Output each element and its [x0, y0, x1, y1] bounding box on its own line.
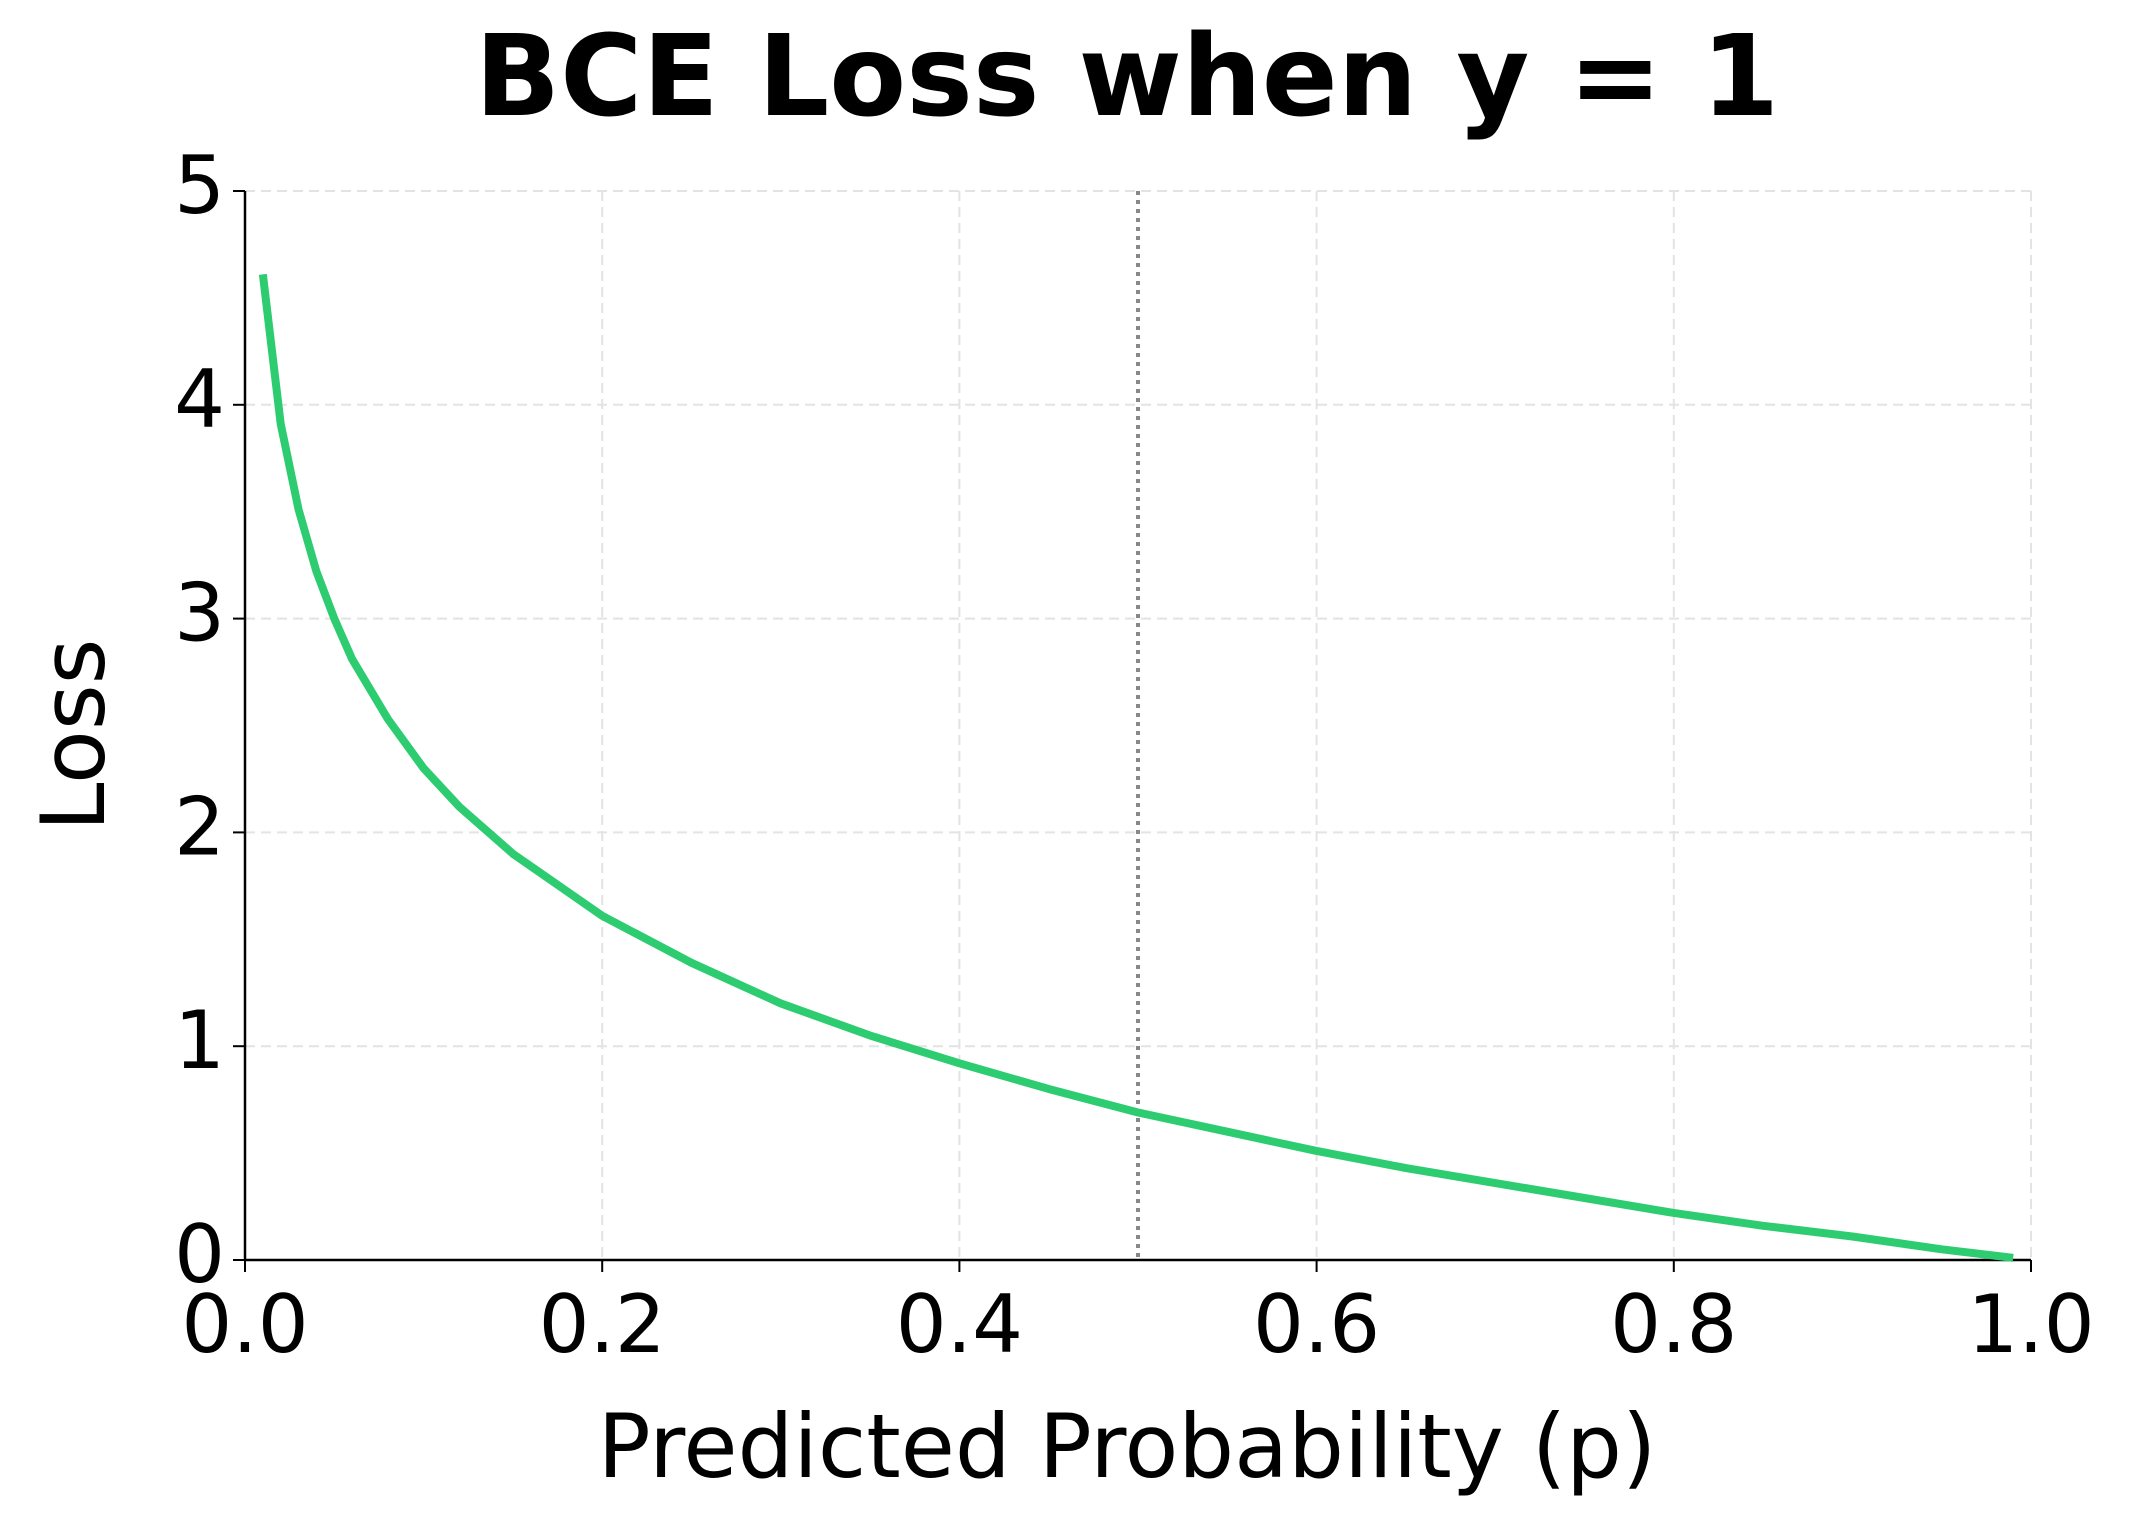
line-series: [258, 273, 2014, 1262]
y-tick-label: 2: [174, 780, 225, 873]
y-tick-label: 3: [174, 567, 225, 660]
x-tick-label: 0.4: [896, 1278, 1023, 1371]
chart-title: BCE Loss when y = 1: [475, 12, 1779, 142]
x-tick-label: 1.0: [1967, 1278, 2094, 1371]
y-tick-label: 0: [174, 1208, 225, 1301]
x-tick-label: 0.2: [539, 1278, 666, 1371]
y-tick-label: 5: [174, 139, 225, 232]
x-tick-label: 0.0: [181, 1278, 308, 1371]
y-tick-label: 1: [174, 994, 225, 1087]
x-tick-label: 0.8: [1610, 1278, 1737, 1371]
y-tick-label: 4: [174, 353, 225, 446]
x-tick-label: 0.6: [1253, 1278, 1380, 1371]
y-axis-label: Loss: [22, 638, 125, 831]
x-axis-label: Predicted Probability (p): [598, 1395, 1657, 1498]
